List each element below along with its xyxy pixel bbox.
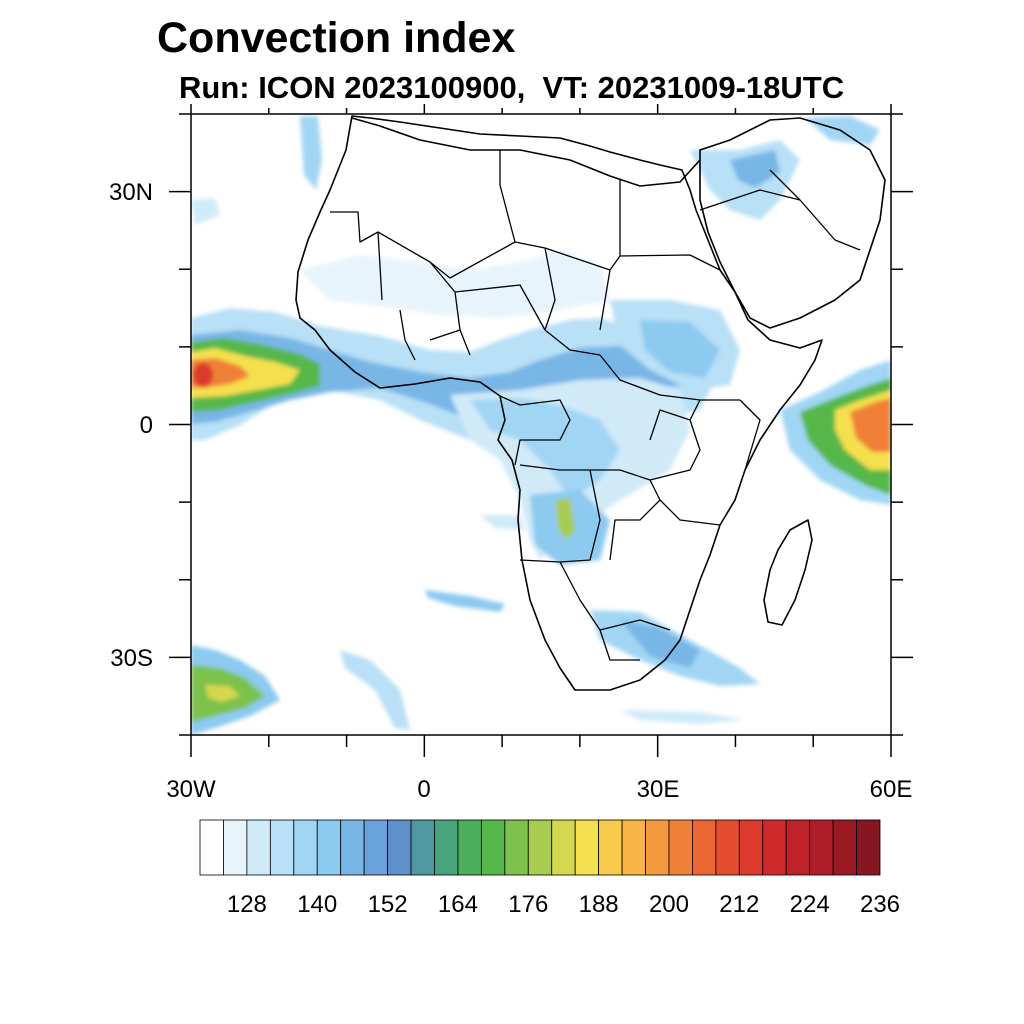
colorbar-swatch xyxy=(598,819,623,876)
field-canary xyxy=(300,116,322,190)
colorbar-label: 140 xyxy=(297,891,337,918)
colorbar-swatch xyxy=(527,819,553,876)
field-s-atlantic-band2 xyxy=(480,515,525,530)
field-itcz-mid xyxy=(191,330,690,424)
colorbar-swatch xyxy=(762,819,787,876)
colorbar xyxy=(199,819,881,876)
colorbar-swatch xyxy=(692,819,717,876)
colorbar-swatch xyxy=(246,819,271,876)
colorbar-label: 188 xyxy=(579,891,619,918)
field-canary2 xyxy=(191,198,220,225)
field-south-africa-mid xyxy=(620,620,700,668)
field-s-band xyxy=(620,710,745,724)
field-itcz-core xyxy=(193,363,213,387)
madagascar-coast xyxy=(763,519,813,626)
colorbar-swatch xyxy=(668,819,693,876)
colorbar-label: 176 xyxy=(508,891,548,918)
field-sahel xyxy=(300,250,610,318)
colorbar-swatch xyxy=(738,819,764,876)
field-redsea-mid xyxy=(730,150,780,188)
lat-label-0: 0 xyxy=(140,412,153,439)
colorbar-swatch xyxy=(832,819,857,876)
med-coast xyxy=(351,117,701,187)
colorbar-labels: 128 140 152 164 176 188 200 212 224 236 xyxy=(227,891,900,918)
colorbar-swatch xyxy=(269,819,295,876)
lat-label-30n: 30N xyxy=(109,179,153,206)
lat-labels: 30N 0 30S xyxy=(109,179,153,672)
field-ethiopia-mid xyxy=(640,320,720,378)
lon-labels: 30W 0 30E 60E xyxy=(166,776,912,803)
field-arabia-north xyxy=(805,116,880,145)
colorbar-label: 152 xyxy=(368,891,408,918)
field-indian-orange xyxy=(850,398,891,452)
lat-label-30s: 30S xyxy=(110,645,153,672)
colorbar-swatch xyxy=(715,819,740,876)
colorbar-swatch xyxy=(645,819,670,876)
lon-label-60e: 60E xyxy=(870,776,913,803)
coastlines xyxy=(295,115,886,691)
chart-subtitle: Run: ICON 2023100900, VT: 20231009-18UTC xyxy=(179,70,845,105)
colorbar-swatch xyxy=(621,819,646,876)
colorbar-swatch xyxy=(785,819,811,876)
lon-label-30e: 30E xyxy=(637,776,680,803)
colorbar-swatch xyxy=(293,819,318,876)
colorbar-swatch xyxy=(199,819,224,876)
colorbar-label: 224 xyxy=(790,891,830,918)
colorbar-label: 212 xyxy=(719,891,759,918)
lon-label-0: 0 xyxy=(417,776,430,803)
colorbar-swatch xyxy=(316,819,342,876)
colorbar-swatch xyxy=(856,819,881,876)
colorbar-swatch xyxy=(434,819,459,876)
convection-field xyxy=(191,116,891,735)
lon-label-30w: 30W xyxy=(166,776,216,803)
field-sw-yellow xyxy=(205,685,240,702)
colorbar-swatch xyxy=(504,819,529,876)
colorbar-swatch xyxy=(387,819,412,876)
africa-coast xyxy=(295,115,823,691)
colorbar-swatch xyxy=(551,819,576,876)
axis-ticks xyxy=(169,104,913,757)
colorbar-label: 200 xyxy=(649,891,689,918)
field-s-atlantic-streak xyxy=(340,650,410,730)
colorbar-swatch xyxy=(363,819,388,876)
arabia-coast xyxy=(699,117,886,329)
colorbar-swatch xyxy=(480,819,506,876)
chart-title: Convection index xyxy=(157,14,516,62)
colorbar-swatch xyxy=(410,819,435,876)
colorbar-swatch xyxy=(340,819,365,876)
colorbar-label: 128 xyxy=(227,891,267,918)
colorbar-swatch xyxy=(809,819,834,876)
field-s-atlantic-band xyxy=(425,590,505,612)
field-angola-green xyxy=(556,498,575,540)
field-congo-mid xyxy=(470,398,620,500)
colorbar-swatch xyxy=(223,819,248,876)
colorbar-swatch xyxy=(457,819,482,876)
country-borders xyxy=(330,150,861,661)
colorbar-label: 164 xyxy=(438,891,478,918)
colorbar-label: 236 xyxy=(860,891,900,918)
colorbar-swatch xyxy=(574,819,600,876)
